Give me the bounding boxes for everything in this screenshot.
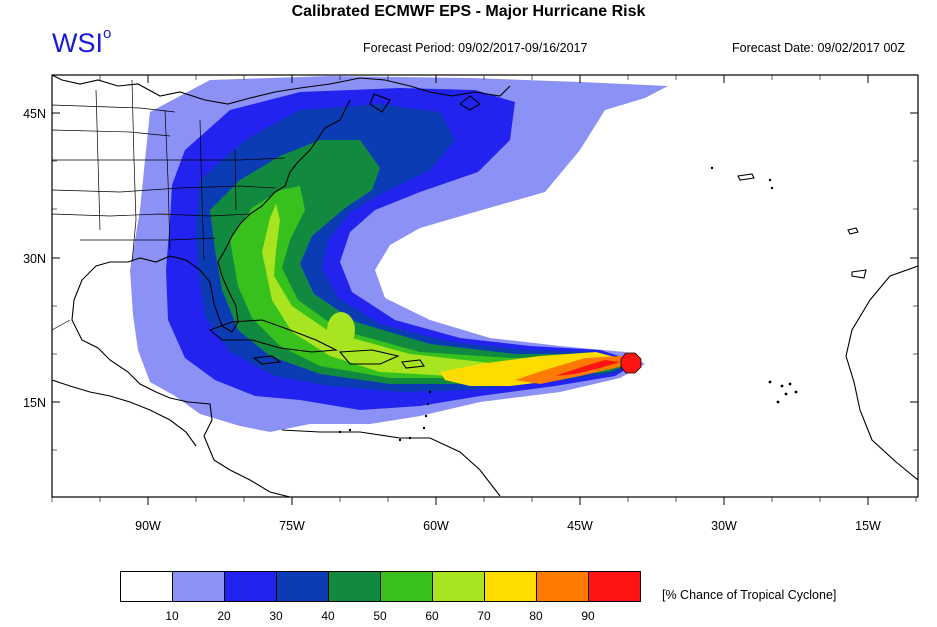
color-bar-tick-label: 20 [217, 609, 231, 623]
map-plot-area [52, 75, 918, 497]
lon-label: 90W [135, 519, 161, 533]
lat-label: 15N [23, 396, 46, 410]
lat-label: 30N [23, 252, 46, 266]
forecast-period: Forecast Period: 09/02/2017-09/16/2017 [363, 41, 588, 55]
lon-label: 75W [279, 519, 305, 533]
map-title: Calibrated ECMWF EPS - Major Hurricane R… [291, 3, 646, 20]
minor-tick-marks [51, 75, 918, 502]
risk-island-60-70 [327, 312, 355, 348]
color-bar-tick-label: 50 [373, 609, 387, 623]
islands [338, 166, 798, 442]
map-frame [51, 74, 919, 498]
color-bar-swatch [588, 571, 641, 602]
state-borders [52, 79, 286, 331]
color-bar-tick-label: 90 [581, 609, 595, 623]
risk-band-90-plus-core [555, 360, 620, 376]
color-bar-swatch [172, 571, 225, 602]
lon-label: 30W [711, 519, 737, 533]
color-bar-tick-label: 80 [529, 609, 543, 623]
color-bar-swatch [484, 571, 537, 602]
color-bar-tick-label: 60 [425, 609, 439, 623]
lat-label: 45N [23, 107, 46, 121]
color-bar-tick-label: 30 [269, 609, 283, 623]
lon-label: 45W [567, 519, 593, 533]
color-bar-tick-label: 10 [165, 609, 179, 623]
color-bar-swatch [380, 571, 433, 602]
color-bar-swatch [536, 571, 589, 602]
color-bar-swatch [224, 571, 277, 602]
lon-label: 60W [423, 519, 449, 533]
wsi-logo: WSIo [52, 25, 112, 58]
color-bar-swatch [120, 571, 173, 602]
forecast-date: Forecast Date: 09/02/2017 00Z [732, 41, 906, 55]
color-bar-swatch [432, 571, 485, 602]
color-bar-tick-label: 40 [321, 609, 335, 623]
storm-center-marker [620, 352, 642, 374]
color-bar-tick-label: 70 [477, 609, 491, 623]
color-bar-swatch [276, 571, 329, 602]
color-bar-unit-label: [% Chance of Tropical Cyclone] [662, 588, 837, 602]
color-bar-swatch [328, 571, 381, 602]
lon-label: 15W [855, 519, 881, 533]
tick-marks [52, 75, 918, 505]
coastlines [52, 75, 918, 497]
